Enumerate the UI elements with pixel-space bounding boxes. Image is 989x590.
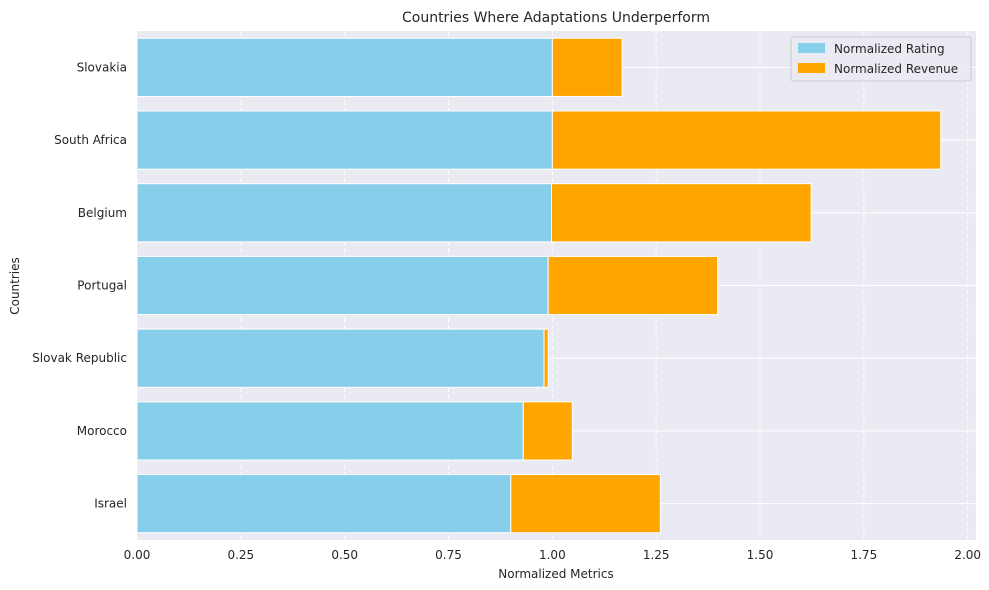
bar-revenue xyxy=(551,110,942,170)
x-tick-label: 0.25 xyxy=(227,548,254,562)
legend-label: Normalized Rating xyxy=(834,42,945,56)
x-tick-label: 0.00 xyxy=(124,548,151,562)
legend-swatch xyxy=(798,43,825,53)
y-tick-label: Slovak Republic xyxy=(32,351,127,365)
x-tick-label: 1.50 xyxy=(747,548,774,562)
y-tick-label: Portugal xyxy=(77,279,127,293)
x-axis-label: Normalized Metrics xyxy=(498,567,613,581)
bar-revenue xyxy=(547,255,719,316)
bar-revenue xyxy=(551,183,812,243)
x-tick-label: 0.50 xyxy=(331,548,358,562)
bar-revenue xyxy=(522,401,573,461)
x-tick-label: 1.75 xyxy=(850,548,877,562)
y-ticks: Slovakia South Africa Belgium Portugal Slova… xyxy=(32,60,127,510)
bar-rating xyxy=(136,328,545,388)
y-tick-label: Israel xyxy=(94,497,127,511)
bars xyxy=(136,37,942,534)
bar-rating xyxy=(136,401,524,461)
x-tick-label: 0.75 xyxy=(435,548,462,562)
x-ticks: 0.00 0.25 0.50 0.75 1.00 1.25 1.50 1.75 2.00 xyxy=(124,548,981,562)
y-tick-label: Slovakia xyxy=(77,60,127,74)
legend-box xyxy=(790,36,972,82)
y-tick-label: Morocco xyxy=(77,424,127,438)
legend-swatch xyxy=(798,63,825,73)
bar-revenue xyxy=(510,474,661,534)
x-tick-label: 1.00 xyxy=(539,548,566,562)
legend: Normalized Rating Normalized Revenue xyxy=(790,36,972,82)
y-tick-label: South Africa xyxy=(54,133,127,147)
bar-rating xyxy=(136,37,553,97)
bar-revenue xyxy=(543,328,549,388)
bar-rating xyxy=(136,110,553,170)
bar-rating xyxy=(136,474,512,534)
bar-revenue xyxy=(551,37,623,97)
y-tick-label: Belgium xyxy=(78,206,127,220)
bar-rating xyxy=(136,255,549,316)
x-tick-label: 1.25 xyxy=(643,548,670,562)
x-tick-label: 2.00 xyxy=(954,548,981,562)
legend-label: Normalized Revenue xyxy=(834,62,958,76)
y-axis-label: Countries xyxy=(8,257,22,315)
bar-rating xyxy=(136,183,553,243)
chart-title: Countries Where Adaptations Underperform xyxy=(402,10,710,26)
